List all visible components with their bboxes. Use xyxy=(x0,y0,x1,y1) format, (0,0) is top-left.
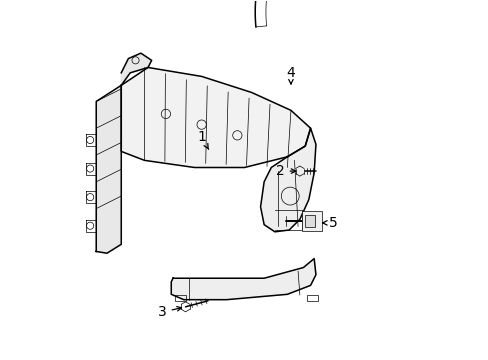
Text: 1: 1 xyxy=(197,130,208,149)
Polygon shape xyxy=(121,67,310,167)
FancyBboxPatch shape xyxy=(305,215,315,227)
Bar xyxy=(175,295,185,301)
Text: 4: 4 xyxy=(286,66,295,84)
Polygon shape xyxy=(171,258,315,300)
Text: 3: 3 xyxy=(158,305,181,319)
Polygon shape xyxy=(260,128,315,232)
Polygon shape xyxy=(96,85,121,253)
Bar xyxy=(306,295,317,301)
Text: 5: 5 xyxy=(322,216,338,230)
FancyBboxPatch shape xyxy=(301,211,322,231)
Polygon shape xyxy=(121,53,151,85)
Text: 2: 2 xyxy=(275,164,295,178)
